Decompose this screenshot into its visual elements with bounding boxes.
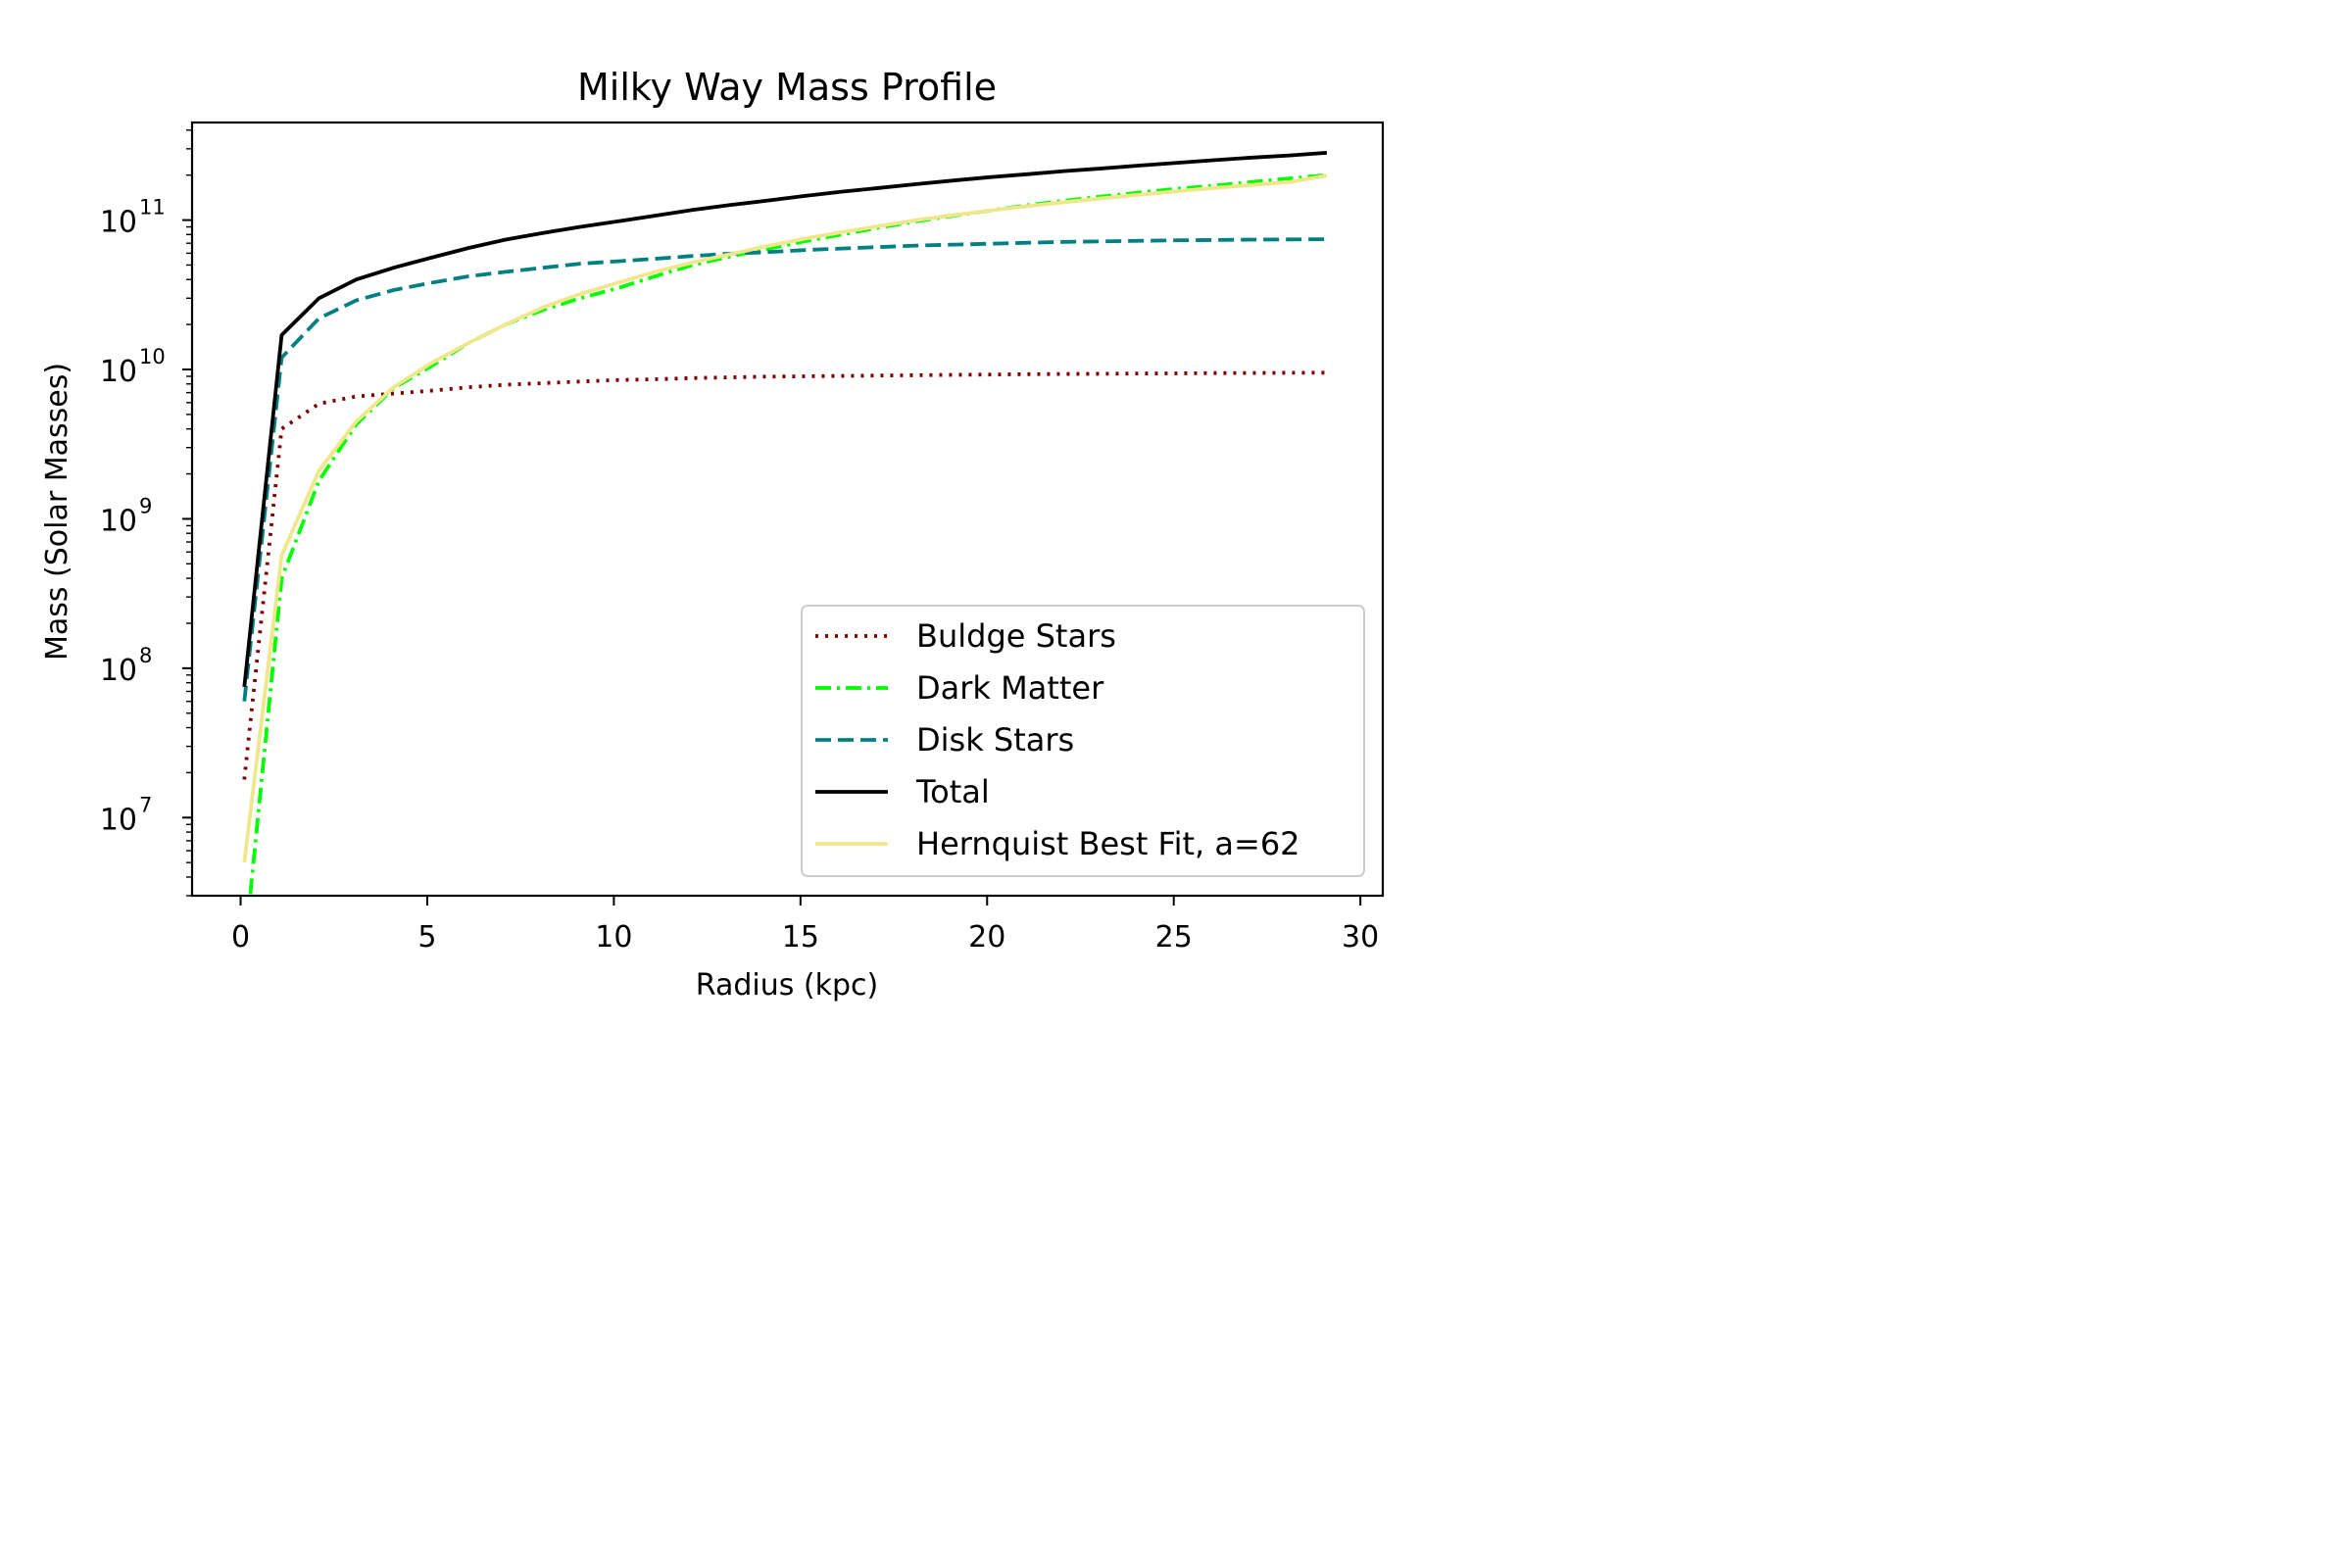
chart-title: Milky Way Mass Profile xyxy=(577,66,997,109)
legend: Buldge Stars Dark Matter Disk Stars Total He… xyxy=(801,605,1365,877)
y-tick-label-4: 10 xyxy=(100,206,137,240)
y-tick-label-1: 10 xyxy=(100,654,137,688)
legend-label-0: Buldge Stars xyxy=(916,617,1116,655)
legend-label-4: Hernquist Best Fit, a=62 xyxy=(916,825,1300,862)
chart: Milky Way Mass Profile 0 5 10 15 20 25 30 10 71… xyxy=(0,0,1515,1019)
x-tick-label-3: 15 xyxy=(782,920,819,955)
series-line-0 xyxy=(242,370,1327,780)
y-tick-label-0: 10 xyxy=(100,803,137,837)
series-line-1 xyxy=(248,172,1328,896)
x-tick-label-4: 20 xyxy=(968,920,1005,955)
x-tick-label-2: 10 xyxy=(595,920,632,955)
x-tick-label-6: 30 xyxy=(1342,920,1379,955)
legend-label-3: Total xyxy=(915,773,990,810)
x-tick-label-5: 25 xyxy=(1155,920,1193,955)
x-tick-label-1: 5 xyxy=(417,920,436,955)
series-line-4 xyxy=(242,173,1328,863)
x-axis: 0 5 10 15 20 25 30 xyxy=(231,896,1379,955)
y-tick-label-3: 10 xyxy=(100,355,137,389)
y-tick-exponent-4: 11 xyxy=(139,196,166,220)
legend-box xyxy=(801,605,1365,877)
series-line-3 xyxy=(242,151,1328,688)
y-tick-exponent-3: 10 xyxy=(139,345,166,368)
series-layer xyxy=(242,151,1328,896)
y-tick-label-2: 10 xyxy=(100,504,137,538)
x-axis-label: Radius (kpc) xyxy=(696,968,878,1003)
y-axis-label: Mass (Solar Masses) xyxy=(40,363,74,661)
y-tick-exponent-2: 9 xyxy=(139,494,152,517)
y-tick-exponent-0: 7 xyxy=(139,793,152,816)
y-tick-exponent-1: 8 xyxy=(139,644,152,667)
plot-frame xyxy=(190,121,1385,898)
legend-label-2: Disk Stars xyxy=(916,721,1074,759)
legend-label-1: Dark Matter xyxy=(916,669,1104,707)
x-tick-label-0: 0 xyxy=(231,920,250,955)
